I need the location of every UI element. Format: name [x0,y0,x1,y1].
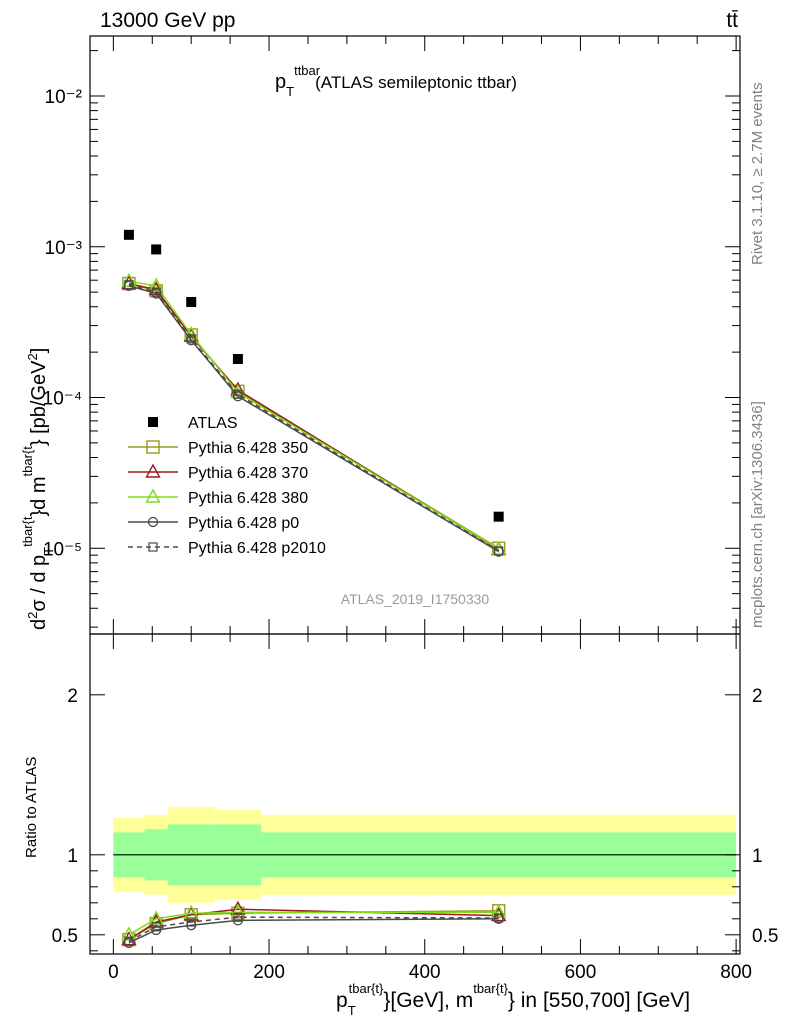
legend-marker [146,440,160,454]
main-marks [121,229,507,557]
legend-label: ATLAS [188,415,238,432]
ratio-ticks: 0.5 0.5 1 1 2 2 0 200 400 600 800 [52,634,778,983]
ratio-series-1-point [121,931,137,946]
ratio-y-tick-label: 2 [67,686,78,707]
legend-marker [148,417,158,427]
ratio-y-tick-label-right: 1 [752,846,763,867]
ratio-series-2-point [121,926,137,941]
series-5-point [124,280,134,290]
mcplots-label: mcplots.cern.ch [arXiv:1306.3436] [749,401,766,628]
series-0-point [123,229,134,240]
ratio-series-2-line [128,911,499,936]
x-tick-label: 600 [565,962,597,983]
series-0-point [151,244,162,255]
series-3-line [128,280,500,550]
series-1-line [128,282,500,549]
ratio-series-1-line [128,908,499,941]
legend-marker [145,463,161,478]
legend-label: Pythia 6.428 380 [188,490,308,507]
ratio-series-1-point [230,900,246,915]
ratio-y-tick-label: 1 [67,846,78,867]
series-5-point [233,389,243,399]
y-tick-label: 10⁻³ [45,238,83,259]
ratio-series-4-point [124,936,134,946]
x-tick-label: 800 [720,962,752,983]
ratio-series-4-point [151,922,161,932]
ratio-series-0-line [128,910,499,941]
x-axis-label: pTtbar{t}}[GeV], mtbar{t}} in [550,700] … [336,981,690,1018]
ratio-frame [89,633,741,955]
series-5-line [128,283,500,552]
process-label: tt̄ [726,9,738,32]
energy-label: 13000 GeV pp [100,9,235,32]
series-5-point [494,546,504,556]
series-2-line [128,282,500,551]
x-tick-label: 0 [108,962,119,983]
ratio-series-4-point [494,913,504,923]
x-tick-label: 400 [409,962,441,983]
main-ylabel: d2σ / d pTtbar{t}d mtbar{t} [pb/GeV2] [20,348,56,630]
y-tick-label: 10⁻⁴ [43,389,82,410]
legend-marker [148,542,158,552]
ratio-series-4-point [233,912,243,922]
series-0-point [232,354,243,365]
main-panel: 10⁻⁵ 10⁻⁴ 10⁻³ 10⁻² pTttbar (ATLAS semilepto… [20,35,741,635]
ratio-series-3-line [128,918,499,944]
main-ticks: 10⁻⁵ 10⁻⁴ 10⁻³ 10⁻² [43,36,740,634]
series-5-point [151,287,161,297]
legend: ATLAS Pythia 6.428 350 Pythia 6.428 370 Pyt… [128,415,326,557]
ratio-panel: 0.5 0.5 1 1 2 2 0 200 400 600 800 Ratio to ATLAS p… [23,633,778,1018]
legend-label: Pythia 6.428 370 [188,465,308,482]
main-title: pTttbar (ATLAS semileptonic ttbar) [275,63,517,99]
ratio-series-4-line [128,916,499,942]
ratio-marks [113,806,737,948]
legend-marker [147,516,159,528]
rivet-label: Rivet 3.1.10, ≥ 2.7M events [749,83,766,266]
ratio-series-2-point [148,910,164,925]
ratio-y-tick-label-right: 0.5 [752,926,778,947]
y-tick-label: 10⁻² [45,87,83,108]
y-tick-label: 10⁻⁵ [43,539,82,560]
series-0-point [186,297,197,308]
x-tick-label: 200 [253,962,285,983]
series-0-point [493,511,504,522]
analysis-id: ATLAS_2019_I1750330 [341,591,490,607]
series-3-point [148,277,164,292]
legend-label: Pythia 6.428 350 [188,440,308,457]
ratio-ylabel: Ratio to ATLAS [23,757,40,858]
legend-marker [145,488,161,503]
ratio-y-tick-label: 0.5 [52,926,78,947]
legend-label: Pythia 6.428 p2010 [188,540,326,557]
ratio-series-4-point [186,917,196,927]
series-4-line [128,285,500,553]
ratio-series-2-point [230,903,246,919]
legend-label: Pythia 6.428 p0 [188,515,299,532]
series-5-point [186,334,196,344]
ratio-y-tick-label-right: 2 [752,686,763,707]
